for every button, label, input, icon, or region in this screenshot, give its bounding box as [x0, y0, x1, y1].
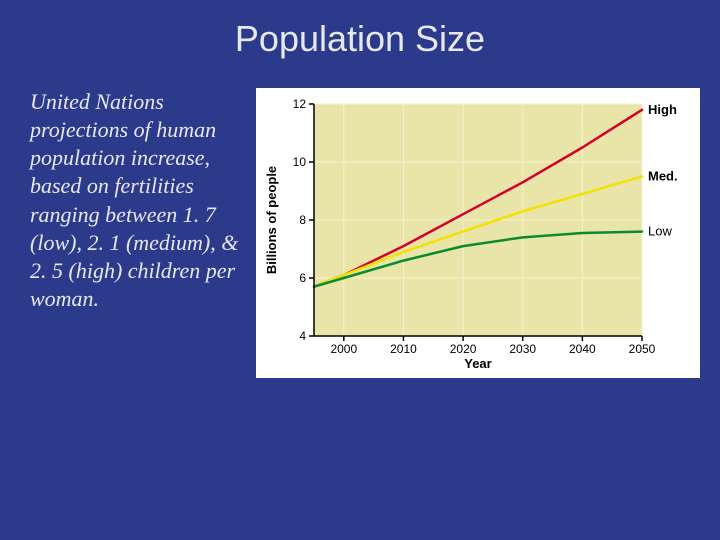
svg-text:2000: 2000: [330, 342, 357, 356]
svg-text:8: 8: [299, 213, 306, 227]
svg-text:Med.: Med.: [648, 169, 678, 184]
svg-text:10: 10: [293, 155, 307, 169]
svg-text:2030: 2030: [509, 342, 536, 356]
page-title: Population Size: [30, 18, 690, 60]
svg-text:High: High: [648, 102, 677, 117]
population-chart: 4 6 8 10 12 2000 2010 2020 2030 2040 2050 Year Billi…: [262, 96, 692, 370]
svg-text:Billions of people: Billions of people: [264, 166, 279, 274]
svg-text:12: 12: [293, 97, 307, 111]
slide: Population Size United Nations projectio…: [0, 0, 720, 540]
svg-text:6: 6: [299, 271, 306, 285]
svg-text:4: 4: [299, 329, 306, 343]
svg-text:2010: 2010: [390, 342, 417, 356]
chart-inner: 4 6 8 10 12 2000 2010 2020 2030 2040 2050 Year Billi…: [262, 96, 692, 372]
content-row: United Nations projections of human popu…: [30, 88, 690, 378]
caption-text: United Nations projections of human popu…: [30, 88, 240, 313]
chart-container: 4 6 8 10 12 2000 2010 2020 2030 2040 2050 Year Billi…: [256, 88, 700, 378]
svg-text:2050: 2050: [629, 342, 656, 356]
svg-text:2020: 2020: [450, 342, 477, 356]
svg-text:Low: Low: [648, 224, 672, 239]
svg-text:2040: 2040: [569, 342, 596, 356]
svg-text:Year: Year: [464, 356, 491, 370]
